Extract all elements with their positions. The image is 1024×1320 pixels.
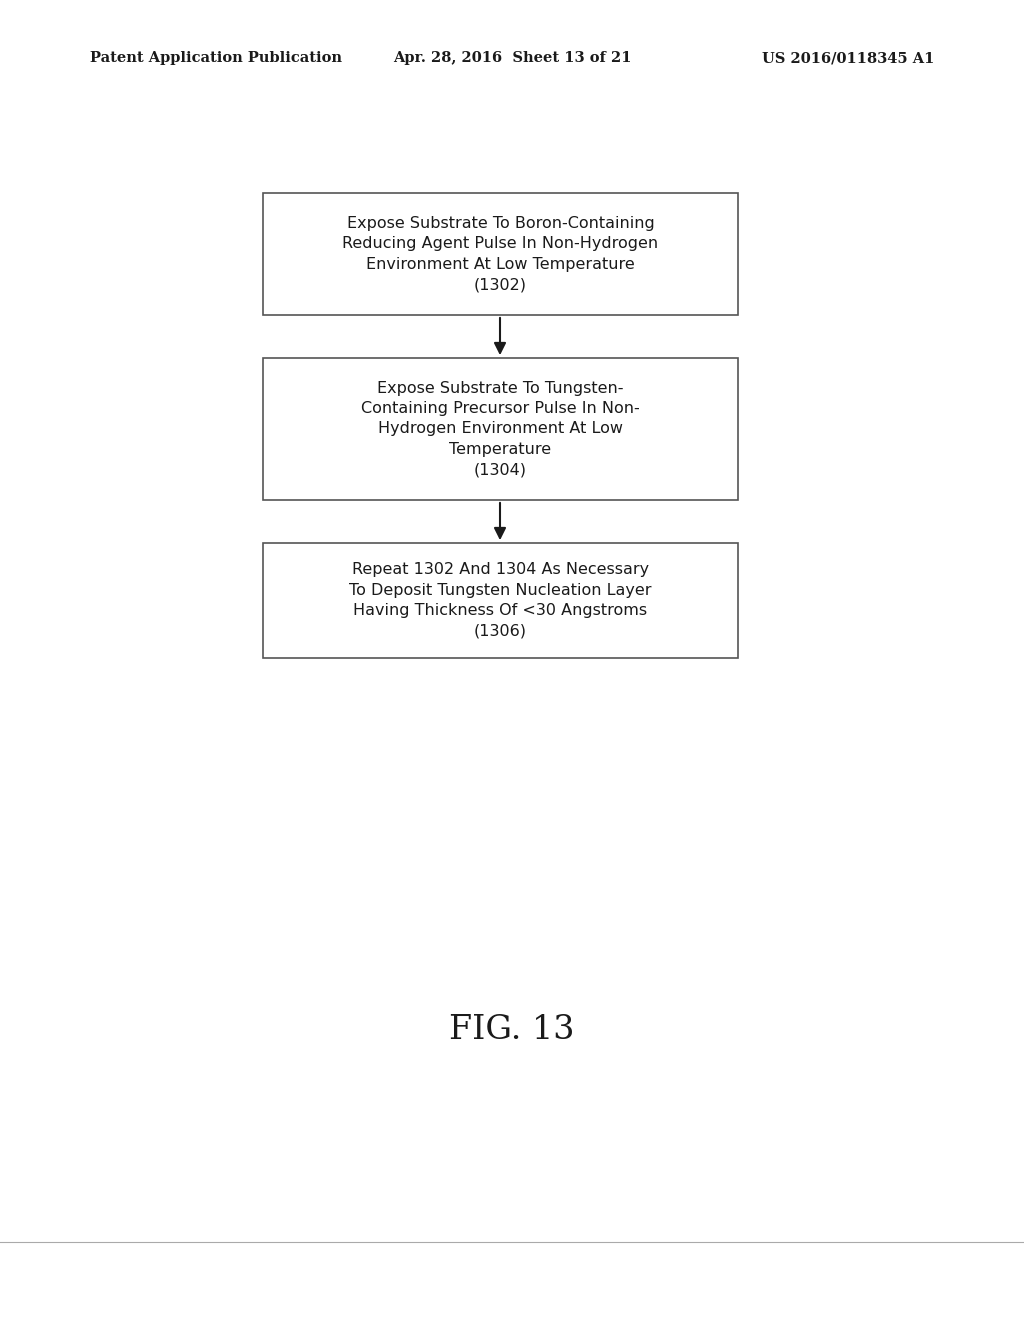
Bar xyxy=(263,543,738,657)
Text: FIG. 13: FIG. 13 xyxy=(450,1014,574,1045)
Text: Expose Substrate To Tungsten-
Containing Precursor Pulse In Non-
Hydrogen Enviro: Expose Substrate To Tungsten- Containing… xyxy=(361,380,640,478)
Text: Patent Application Publication: Patent Application Publication xyxy=(90,51,342,65)
Text: Expose Substrate To Boron-Containing
Reducing Agent Pulse In Non-Hydrogen
Enviro: Expose Substrate To Boron-Containing Red… xyxy=(342,216,658,292)
Text: Repeat 1302 And 1304 As Necessary
To Deposit Tungsten Nucleation Layer
Having Th: Repeat 1302 And 1304 As Necessary To Dep… xyxy=(349,562,651,639)
Text: US 2016/0118345 A1: US 2016/0118345 A1 xyxy=(762,51,934,65)
Bar xyxy=(263,193,738,315)
Bar xyxy=(263,358,738,500)
Text: Apr. 28, 2016  Sheet 13 of 21: Apr. 28, 2016 Sheet 13 of 21 xyxy=(393,51,631,65)
